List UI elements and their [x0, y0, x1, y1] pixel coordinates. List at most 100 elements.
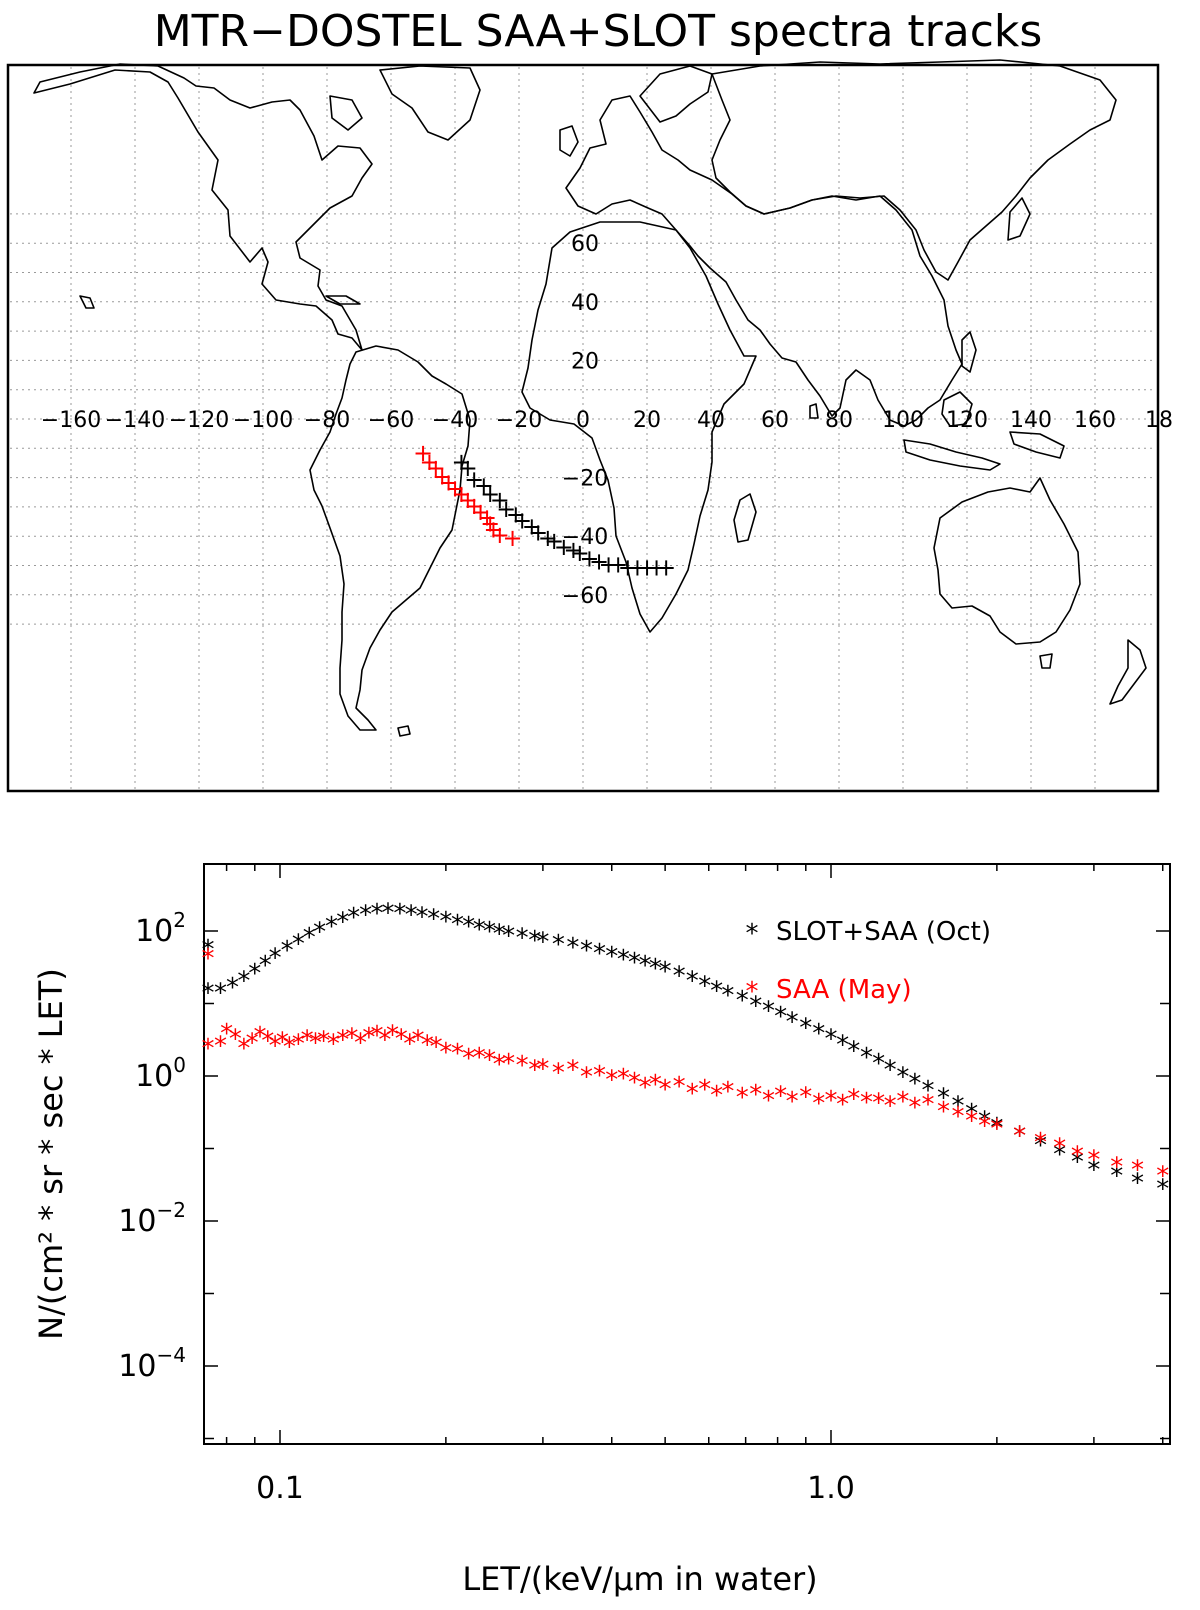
track-point: + [445, 474, 465, 502]
data-point: * [721, 1077, 734, 1107]
data-point: * [617, 945, 630, 975]
coastline-scandinavia [639, 65, 713, 123]
data-point: * [580, 1062, 593, 1092]
coastline-africa [521, 221, 757, 633]
data-point: * [1087, 1146, 1100, 1176]
coastline-new-zealand [1109, 639, 1147, 705]
data-point: * [673, 961, 686, 991]
coastline-falklands [397, 725, 411, 737]
data-point: * [884, 1091, 897, 1121]
x-tick-label: 1.0 [807, 1471, 855, 1506]
data-point: * [403, 1029, 416, 1059]
data-point: * [812, 1019, 825, 1049]
y-tick-label: 100 [135, 1053, 186, 1094]
map-panel: −160 −140 −120 −100 −80 −60 −40 −20 0 20 40 60 80 100… [6, 59, 1173, 793]
data-point: * [378, 1025, 391, 1055]
track-points: ++++++++++++++++++++++++++++++++++++++++ [413, 439, 676, 581]
data-point: * [1156, 1162, 1169, 1192]
data-point: * [847, 1085, 860, 1115]
data-point: * [462, 1044, 475, 1074]
data-point: * [617, 1064, 630, 1094]
data-point: * [1087, 1155, 1100, 1185]
track-point: + [496, 495, 516, 523]
data-point: * [283, 1033, 296, 1063]
data-point: * [201, 944, 214, 974]
data-point: * [762, 997, 775, 1027]
data-point: * [381, 898, 394, 928]
data-point: * [1034, 1131, 1047, 1161]
data-point: * [836, 1090, 849, 1120]
data-point: * [628, 1068, 641, 1098]
data-point: * [978, 1106, 991, 1136]
data-point: * [473, 1043, 486, 1073]
data-point: * [860, 1043, 873, 1073]
data-point: * [593, 1061, 606, 1091]
map-lon-label: −40 [432, 408, 478, 433]
data-point: * [639, 1073, 652, 1103]
coastlines [33, 59, 1147, 737]
data-point: * [201, 979, 214, 1009]
legend: * SLOT+SAA (Oct) * SAA (May) [746, 917, 991, 1007]
legend-marker: * [746, 919, 759, 949]
track-point: + [538, 524, 558, 552]
data-point: * [516, 1051, 529, 1081]
data-point: * [309, 1028, 322, 1058]
track-point: + [458, 486, 478, 514]
coastline-sri-lanka [809, 403, 819, 419]
y-tick-label: 10−2 [118, 1198, 186, 1239]
data-point: * [799, 1013, 812, 1043]
data-point: * [313, 917, 326, 947]
map-lon-label: 80 [825, 408, 853, 433]
data-point: * [237, 967, 250, 997]
data-point: * [430, 1033, 443, 1063]
track-point: + [464, 492, 484, 520]
coastline-north-asia [711, 59, 1117, 281]
spectrum-axes-frame [203, 863, 1171, 1445]
track-point: + [647, 553, 667, 581]
track-point: + [474, 471, 494, 499]
data-point: * [336, 907, 349, 937]
map-lon-label: 20 [633, 408, 661, 433]
data-point: * [825, 1025, 838, 1055]
data-point: * [536, 928, 549, 958]
track-point: + [608, 551, 628, 579]
data-point: * [908, 1069, 921, 1099]
coastline-hawaii [79, 295, 95, 309]
data-point: * [566, 933, 579, 963]
data-point: * [483, 1045, 496, 1075]
data-point: * [214, 979, 227, 1009]
data-point: * [1110, 1162, 1123, 1192]
data-point: * [237, 1034, 250, 1064]
track-point: + [451, 448, 471, 476]
track-point: + [471, 498, 491, 526]
data-point: * [978, 1112, 991, 1142]
data-point: * [493, 919, 506, 949]
track-point: + [480, 509, 500, 537]
data-point: * [686, 967, 699, 997]
track-point: + [483, 515, 503, 543]
data-point: * [528, 926, 541, 956]
data-point: * [774, 1002, 787, 1032]
data-point: * [439, 907, 452, 937]
data-point: * [493, 1050, 506, 1080]
data-point: * [371, 1021, 384, 1051]
legend-label: SAA (May) [776, 975, 912, 1005]
spectrum-points: *************** ******* ******* * ** * * * * ****… [201, 898, 1169, 1204]
data-point: * [362, 1023, 375, 1053]
data-point: * [359, 900, 372, 930]
data-point: * [825, 1086, 838, 1116]
data-point: * [721, 981, 734, 1011]
map-lon-label: 100 [882, 408, 924, 433]
data-point: * [649, 954, 662, 984]
data-point: * [411, 1025, 424, 1055]
track-point: + [627, 553, 647, 581]
data-point: * [659, 957, 672, 987]
data-point: * [292, 1029, 305, 1059]
data-point: * [990, 1113, 1003, 1143]
map-lon-label: 120 [946, 408, 988, 433]
track-point: + [637, 553, 657, 581]
map-lon-label: −60 [368, 408, 414, 433]
data-point: * [593, 939, 606, 969]
